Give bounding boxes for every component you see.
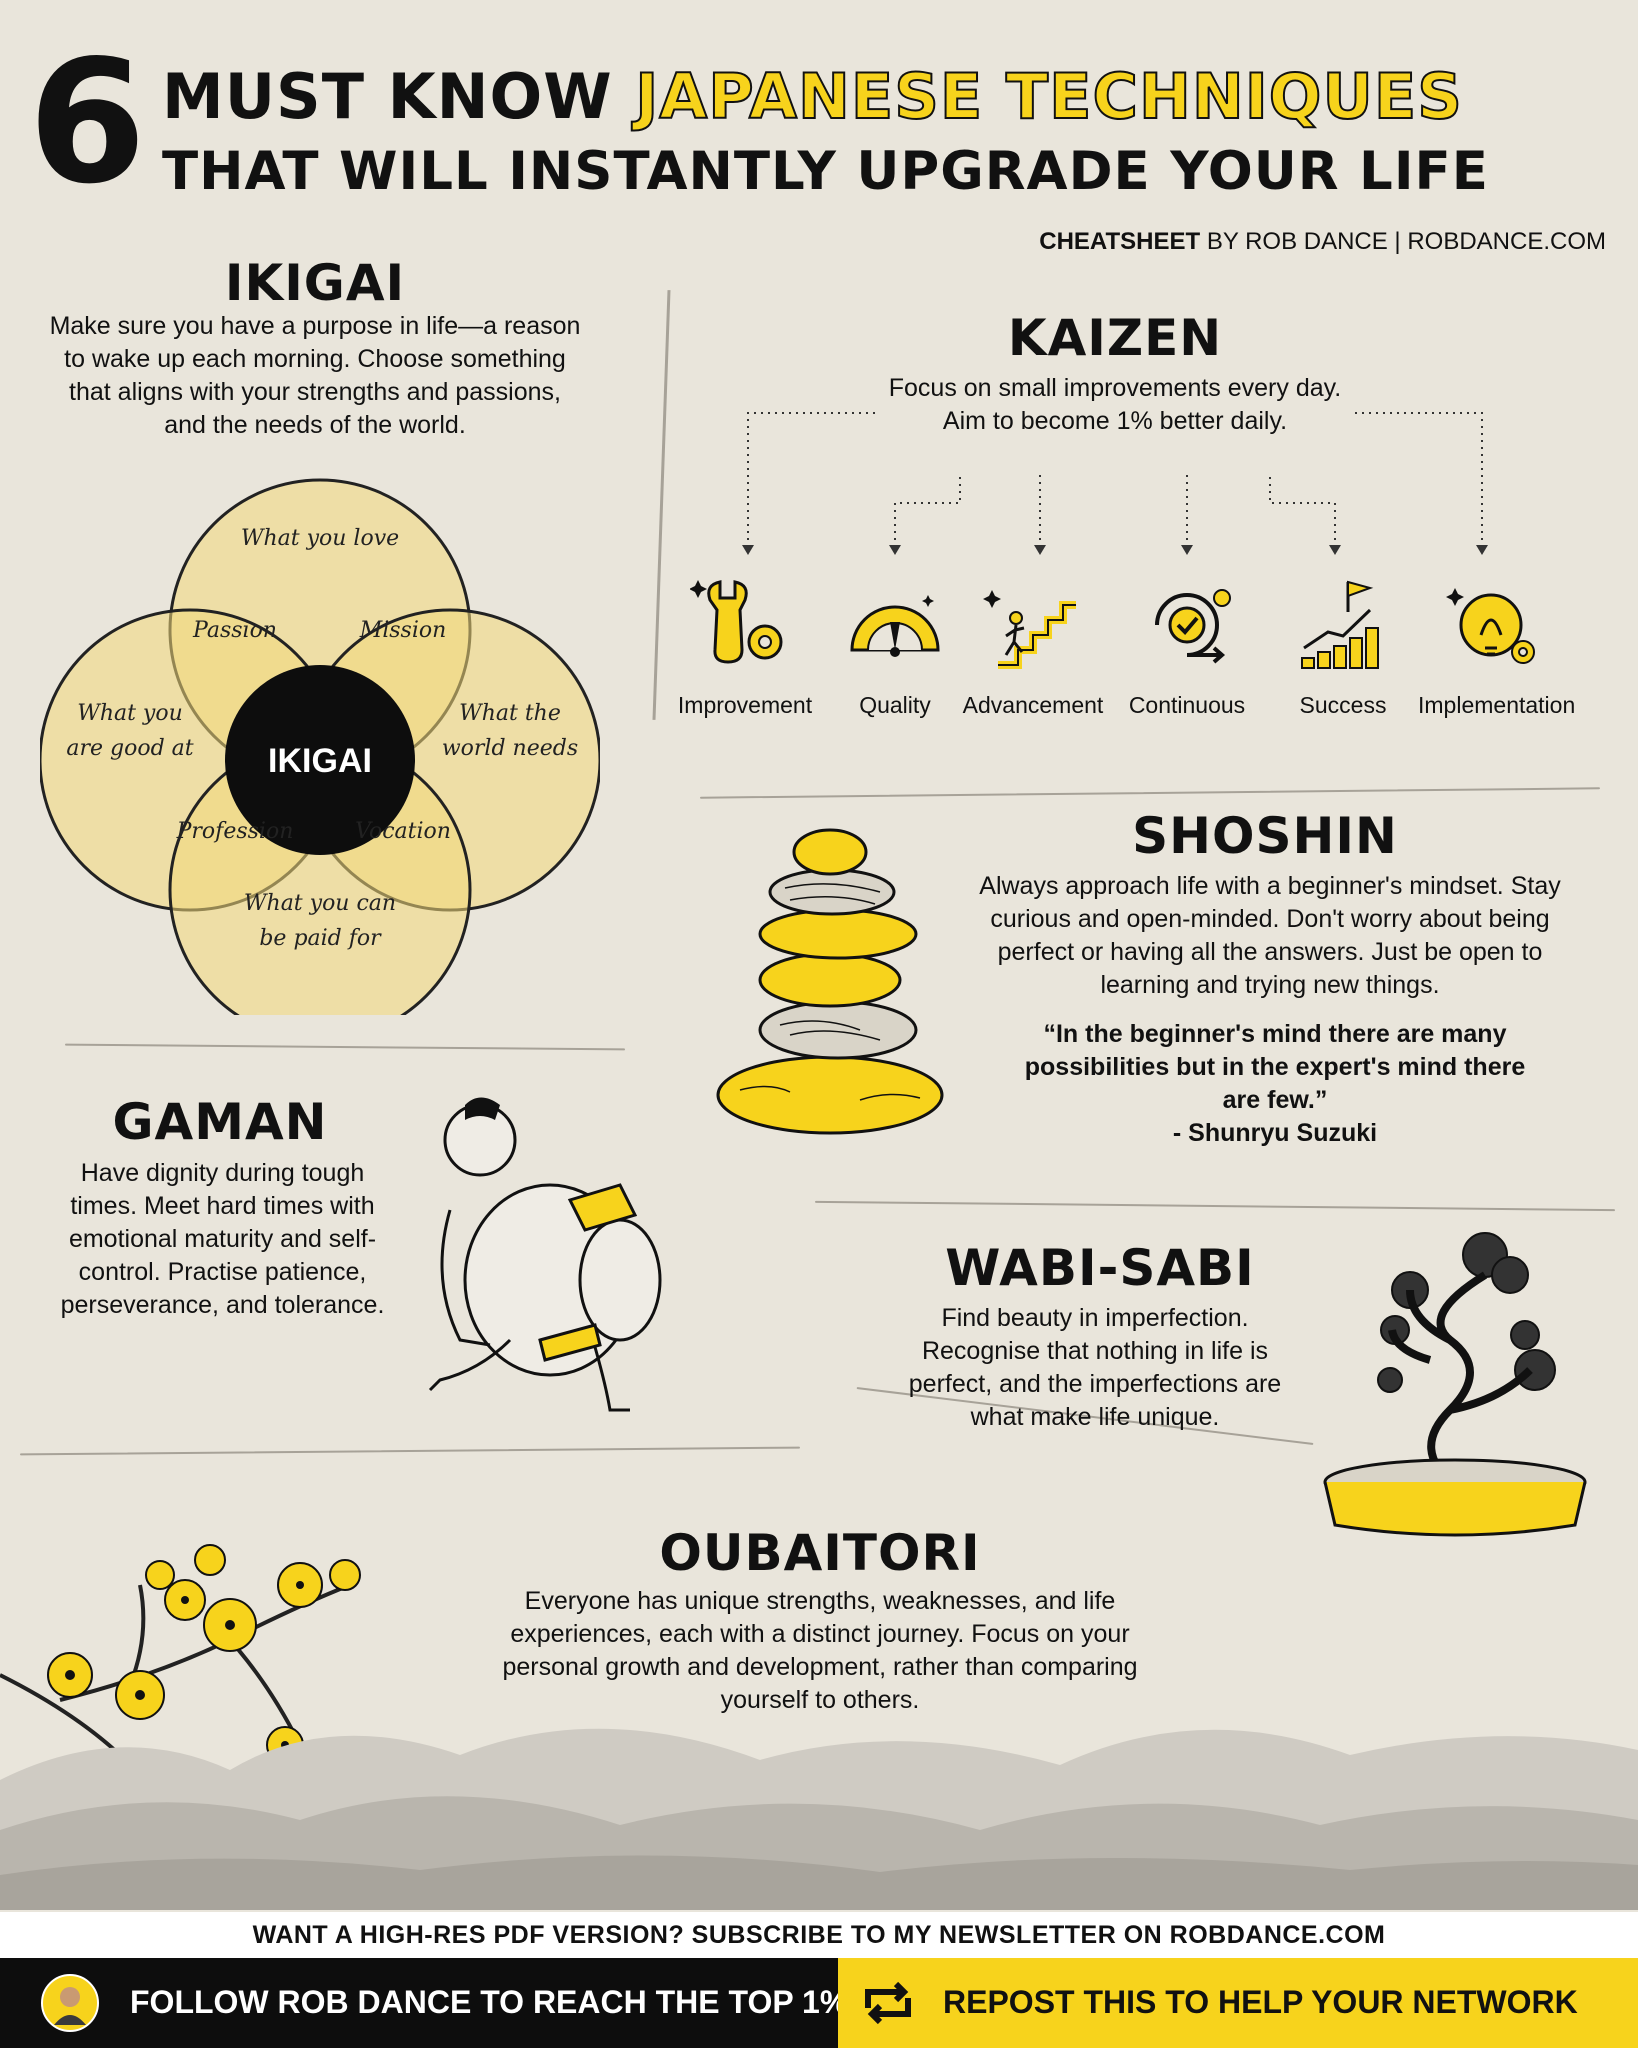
kaizen-label-quality: Quality	[859, 692, 931, 718]
venn-label-love: What you love	[241, 526, 399, 551]
kaizen-label-success: Success	[1299, 692, 1387, 718]
stairs-climber-icon	[983, 590, 1076, 669]
venn-label-passion: Passion	[192, 618, 277, 643]
kaizen-item-advancement: Advancement	[958, 570, 1108, 719]
kaizen-connector-lines	[742, 412, 1488, 555]
kaizen-item-improvement: Improvement	[670, 570, 820, 719]
lightbulb-gear-icon	[1445, 588, 1535, 664]
venn-center-circle	[225, 665, 415, 855]
kaizen-item-continuous: Continuous	[1112, 570, 1262, 719]
title-line-1-highlight: JAPANESE TECHNIQUES	[634, 60, 1463, 133]
mountain-background	[0, 1728, 1638, 1910]
venn-label-paid-2: be paid for	[259, 926, 382, 951]
venn-label-good-2: are good at	[66, 736, 193, 761]
title-number: 6	[28, 24, 147, 222]
divider-gaman	[65, 1043, 625, 1051]
bar-chart-flag-icon	[1301, 580, 1379, 669]
repost-banner[interactable]: REPOST THIS TO HELP YOUR NETWORK	[838, 1958, 1638, 2048]
bonsai-tree-illustration	[1323, 1232, 1587, 1537]
newsletter-banner[interactable]: WANT A HIGH-RES PDF VERSION? SUBSCRIBE T…	[0, 1912, 1638, 1958]
venn-label-world-1: What the	[459, 701, 561, 726]
venn-label-good-1: What you	[77, 701, 183, 726]
gaman-title: GAMAN	[112, 1093, 328, 1151]
wabi-sabi-title: WABI-SABI	[945, 1239, 1255, 1297]
kaizen-item-implementation: Implementation	[1418, 570, 1576, 719]
kaizen-label-implementation: Implementation	[1418, 692, 1576, 718]
repost-icon	[865, 1981, 911, 2025]
shoshin-quote-author: - Shunryu Suzuki	[1172, 1119, 1378, 1147]
venn-label-profession: Profession	[176, 819, 294, 844]
credit-line: CHEATSHEET BY ROB DANCE | ROBDANCE.COM	[1039, 228, 1606, 256]
sumo-wrestler-illustration	[428, 1097, 662, 1412]
kaizen-body-1: Focus on small improvements every day.	[888, 374, 1342, 402]
credit-bold: CHEATSHEET	[1039, 228, 1201, 255]
credit-rest: BY ROB DANCE | ROBDANCE.COM	[1206, 228, 1606, 255]
ikigai-title: IKIGAI	[224, 254, 406, 312]
kaizen-label-advancement: Advancement	[962, 692, 1104, 718]
avatar	[41, 1974, 99, 2032]
follow-text: FOLLOW ROB DANCE TO REACH THE TOP 1%	[130, 1984, 849, 2020]
vertical-divider	[652, 290, 671, 720]
kaizen-title: KAIZEN	[1007, 309, 1223, 367]
title-line-2: THAT WILL INSTANTLY UPGRADE YOUR LIFE	[162, 141, 1489, 202]
ikigai-venn-diagram: IKIGAI What you love What you are good a…	[40, 478, 600, 1015]
stacked-stones-illustration	[716, 828, 944, 1135]
divider-wabi-sabi	[815, 1200, 1615, 1212]
shoshin-body: Always approach life with a beginner's m…	[979, 872, 1561, 999]
kaizen-label-continuous: Continuous	[1128, 692, 1246, 718]
ikigai-body: Make sure you have a purpose in life—a r…	[49, 312, 581, 439]
gaman-body: Have dignity during tough times. Meet ha…	[60, 1159, 385, 1319]
kaizen-body-2: Aim to become 1% better daily.	[942, 407, 1288, 435]
kaizen-item-quality: Quality	[820, 570, 970, 719]
venn-center-label: IKIGAI	[268, 742, 372, 780]
follow-banner[interactable]: FOLLOW ROB DANCE TO REACH THE TOP 1%	[0, 1958, 848, 2048]
venn-label-vocation: Vocation	[355, 819, 451, 844]
divider-shoshin	[700, 787, 1600, 799]
wrench-gear-icon	[690, 580, 783, 664]
repost-text: REPOST THIS TO HELP YOUR NETWORK	[943, 1984, 1578, 2020]
kaizen-item-success: Success	[1268, 570, 1418, 719]
oubaitori-body: Everyone has unique strengths, weaknesse…	[502, 1587, 1138, 1714]
oubaitori-title: OUBAITORI	[659, 1524, 981, 1582]
cycle-check-icon	[1155, 589, 1231, 664]
divider-oubaitori	[20, 1446, 800, 1456]
title-line-1: MUST KNOW JAPANESE TECHNIQUES	[162, 60, 1463, 133]
venn-label-paid-1: What you can	[244, 891, 396, 916]
gauge-icon	[850, 595, 940, 657]
kaizen-label-improvement: Improvement	[677, 692, 813, 718]
venn-label-world-2: world needs	[442, 736, 578, 761]
shoshin-title: SHOSHIN	[1132, 807, 1398, 865]
title-line-1-black: MUST KNOW	[162, 60, 613, 133]
venn-label-mission: Mission	[359, 618, 447, 643]
shoshin-quote: “In the beginner's mind there are many p…	[1024, 1020, 1526, 1114]
wabi-sabi-body: Find beauty in imperfection. Recognise t…	[908, 1304, 1282, 1431]
